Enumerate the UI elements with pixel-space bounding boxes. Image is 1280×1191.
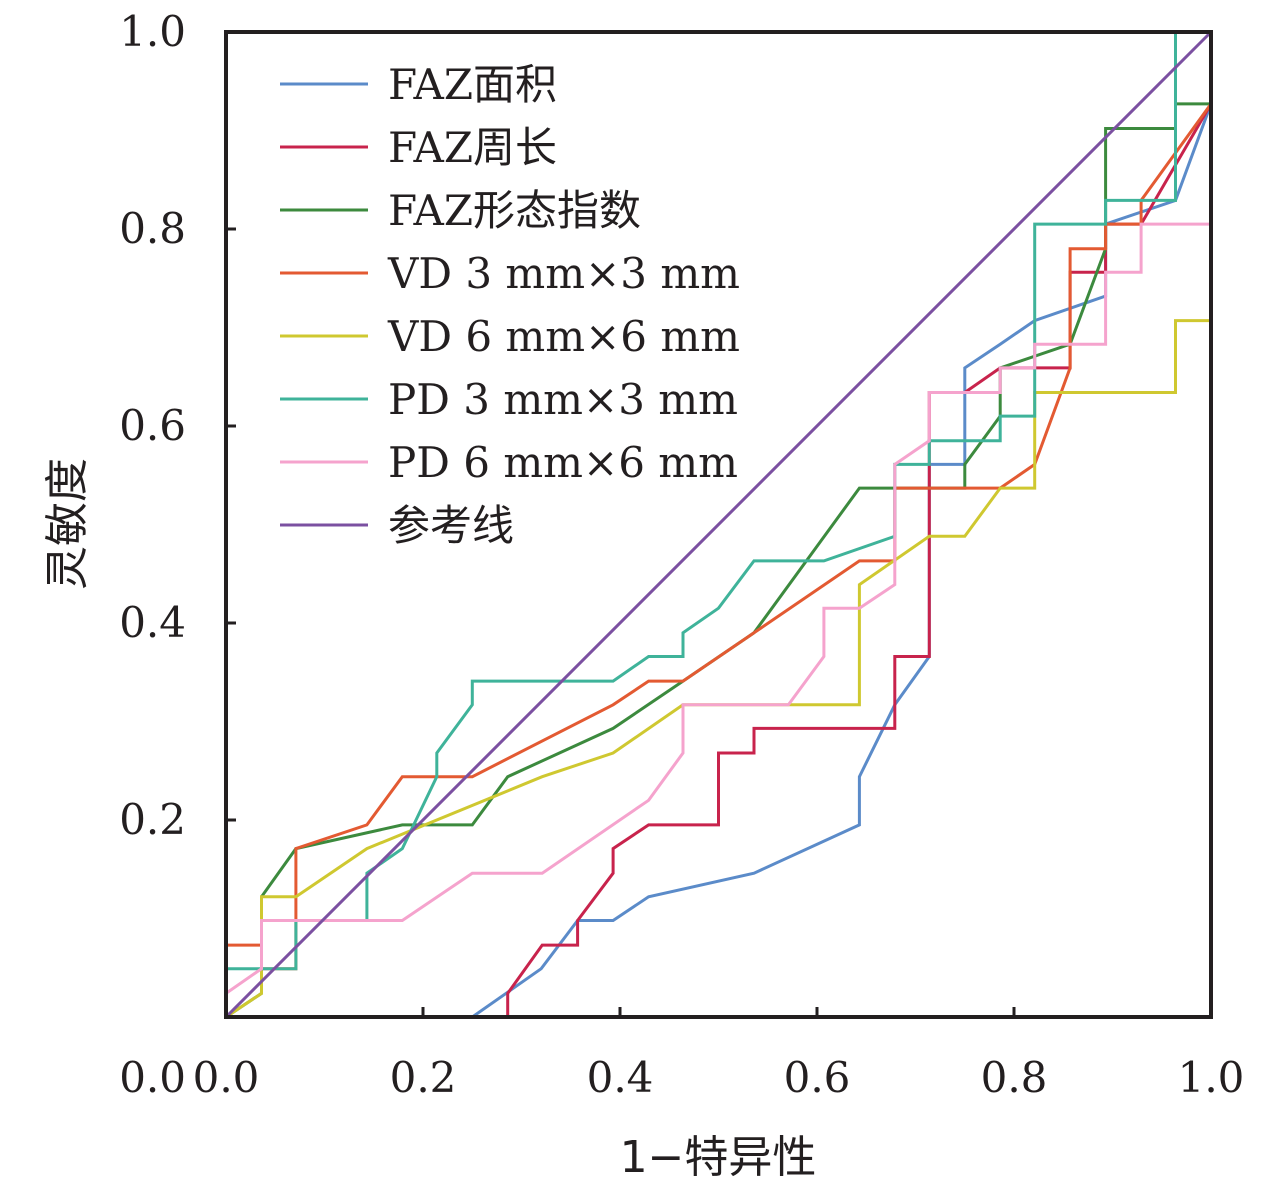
series-line-4 <box>226 103 1213 971</box>
y-tick-label: 0.8 <box>119 204 186 253</box>
legend-label-3: FAZ形态指数 <box>388 186 641 235</box>
legend-label-2: FAZ周长 <box>388 123 557 172</box>
series-layer <box>224 30 1213 1019</box>
legend-label-7: PD 6 mm×6 mm <box>388 438 738 487</box>
x-tick-label: 0.2 <box>390 1053 457 1102</box>
x-tick-label: 1.0 <box>1178 1053 1245 1102</box>
x-axis-title: 1−特异性 <box>620 1132 817 1183</box>
x-tick-label: 0.6 <box>784 1053 851 1102</box>
legend-label-4: VD 3 mm×3 mm <box>387 249 740 298</box>
y-tick-label: 0.4 <box>119 598 186 647</box>
legend: FAZ面积 FAZ周长 FAZ形态指数 VD 3 mm×3 mm VD 6 mm×6 m… <box>280 60 740 550</box>
y-tick-label: 0.2 <box>119 795 186 844</box>
series-line-5 <box>225 32 1213 1019</box>
ticks-layer: 0.0 0.2 0.4 0.6 0.8 1.0 0.2 0.4 0.6 0.8 1.0 0.0 <box>119 7 1244 1102</box>
series-line-3 <box>225 102 1211 1019</box>
legend-label-1: FAZ面积 <box>388 60 557 109</box>
x-tick-label: 0.0 <box>193 1053 260 1102</box>
x-tick-label: 0.8 <box>981 1053 1048 1102</box>
legend-label-6: PD 3 mm×3 mm <box>388 375 738 424</box>
y-axis-title: 灵敏度 <box>42 458 93 590</box>
series-line-7 <box>225 32 1213 995</box>
y-tick-label: 0.6 <box>119 401 186 450</box>
y-tick-label-origin: 0.0 <box>119 1053 186 1102</box>
legend-label-5: VD 6 mm×6 mm <box>387 312 740 361</box>
series-line-8 <box>224 30 1213 1019</box>
x-tick-label: 0.4 <box>587 1053 654 1102</box>
y-tick-label: 1.0 <box>119 7 186 56</box>
series-line-1 <box>471 103 1213 1019</box>
legend-label-8: 参考线 <box>388 501 514 550</box>
plot-frame <box>224 30 1213 1019</box>
